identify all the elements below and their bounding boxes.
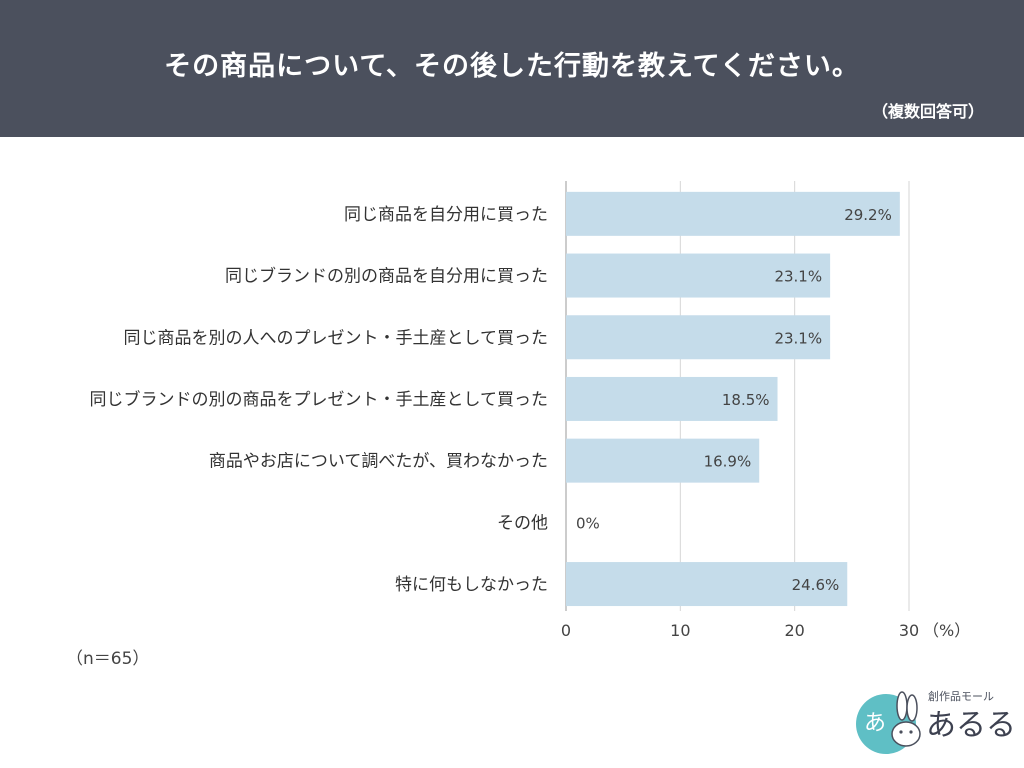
category-label: 特に何もしなかった xyxy=(395,575,548,595)
title-banner: その商品について、その後した行動を教えてください。 （複数回答可） xyxy=(0,0,1024,137)
category-label: 同じブランドの別の商品を自分用に買った xyxy=(225,266,548,287)
value-label: 24.6% xyxy=(792,576,840,594)
bar xyxy=(566,376,778,421)
value-label: 23.1% xyxy=(774,268,822,286)
value-label: 16.9% xyxy=(704,453,752,471)
chart-title: その商品について、その後した行動を教えてください。 xyxy=(164,51,860,82)
value-label: 29.2% xyxy=(844,206,892,224)
bar xyxy=(566,562,848,607)
x-tick-label: 20 xyxy=(784,621,804,640)
logo-wordmark: あるる xyxy=(926,708,1016,743)
bar xyxy=(566,315,831,360)
x-tick-label: 10 xyxy=(670,621,690,640)
sample-size-note: （n＝65） xyxy=(66,649,150,669)
chart-subtitle: （複数回答可） xyxy=(871,102,984,121)
value-label: 0% xyxy=(576,514,600,532)
value-label: 18.5% xyxy=(722,391,770,409)
bar xyxy=(566,191,900,236)
bar xyxy=(566,438,760,483)
svg-text:あ: あ xyxy=(864,711,886,736)
category-label: 同じ商品を自分用に買った xyxy=(344,205,548,225)
brand-logo: あ 創作品モール あるる xyxy=(852,686,1016,758)
x-tick-label: 30 xyxy=(899,621,919,640)
category-label: 同じ商品を別の人へのプレゼント・手土産として買った xyxy=(124,328,549,348)
x-tick-label: 0 xyxy=(561,621,571,640)
category-label: その他 xyxy=(497,513,548,533)
rabbit-logo-icon: あ xyxy=(856,691,921,754)
bar-chart: 同じ商品を自分用に買った 29.2% 同じブランドの別の商品を自分用に買った 23.1… xyxy=(90,181,970,640)
logo-tagline: 創作品モール xyxy=(928,690,994,703)
value-label: 23.1% xyxy=(774,329,822,347)
category-label: 同じブランドの別の商品をプレゼント・手土産として買った xyxy=(90,389,549,410)
category-label: 商品やお店について調べたが、買わなかった xyxy=(209,452,548,472)
bar xyxy=(566,253,831,298)
x-unit-label: （%） xyxy=(923,621,970,640)
